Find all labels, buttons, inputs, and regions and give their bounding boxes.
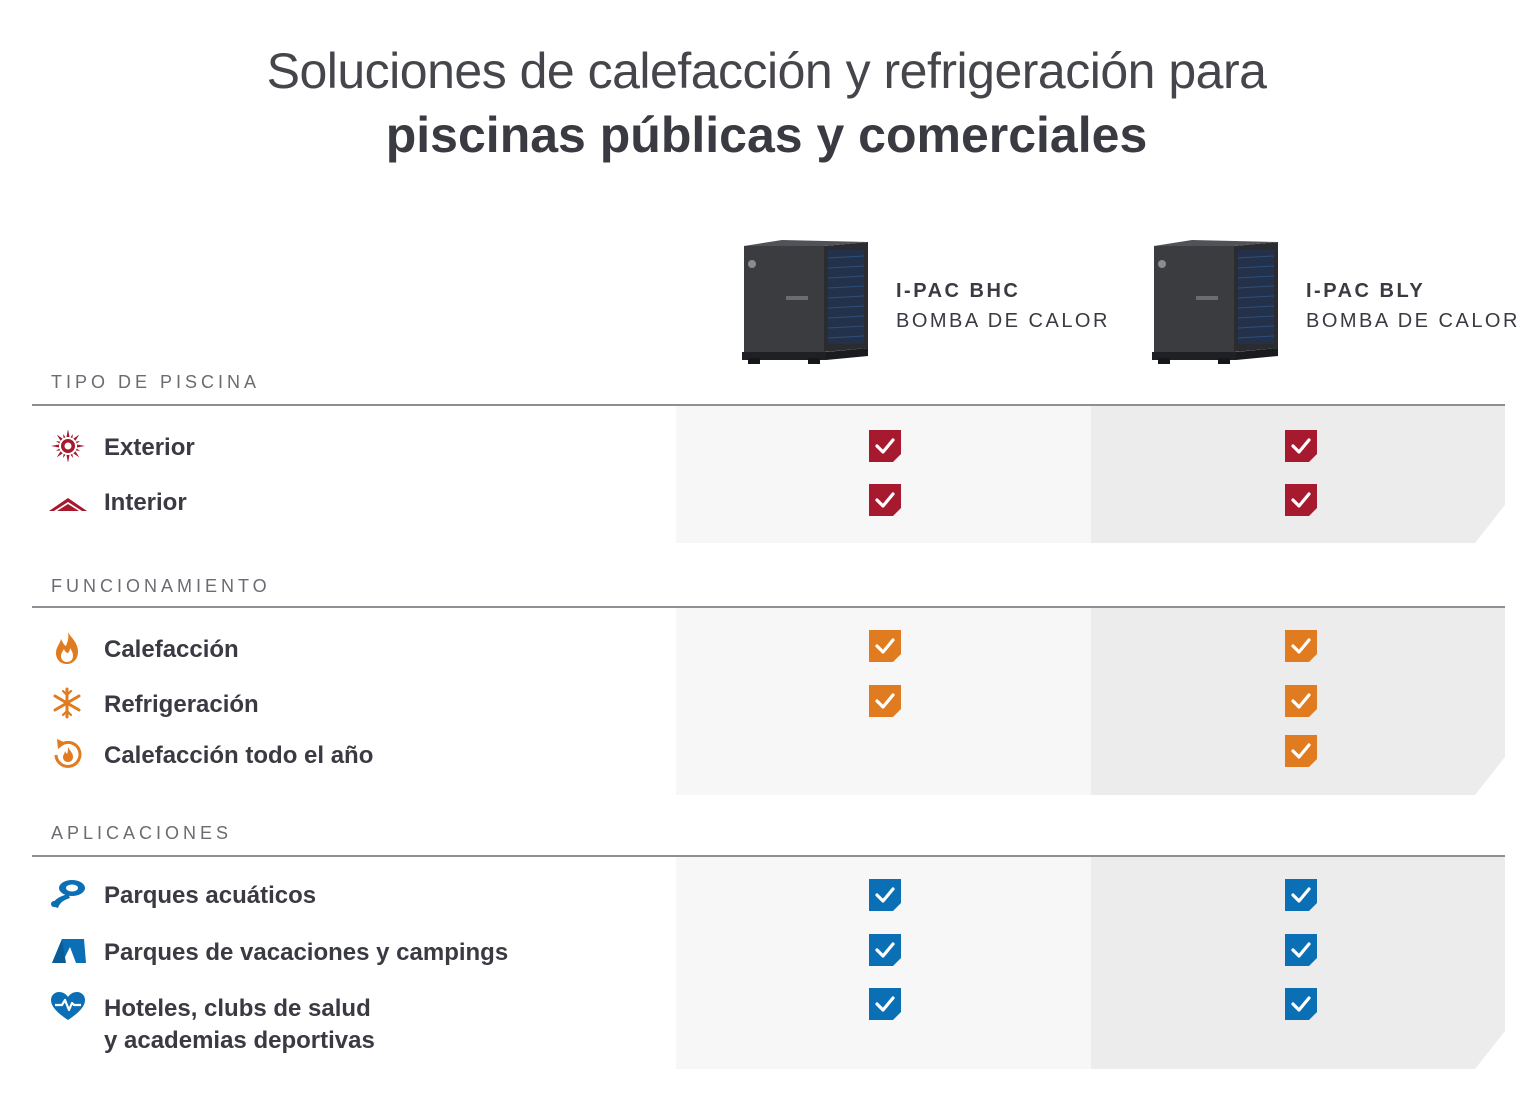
check-mark-icon (869, 484, 901, 516)
check-mark-icon (1285, 685, 1317, 717)
row-label-line-2: y academias deportivas (104, 1027, 375, 1054)
row-label: Exterior (104, 434, 195, 461)
check-mark-icon (869, 430, 901, 462)
check-mark-icon (1285, 934, 1317, 966)
check-mark-icon (1285, 630, 1317, 662)
snowflake-icon (53, 687, 81, 719)
row-label: Hoteles, clubs de salud (104, 995, 371, 1022)
year-round-heating-icon (54, 739, 82, 768)
product-type: BOMBA DE CALOR (896, 310, 1110, 332)
check-mark-icon (1285, 430, 1317, 462)
product-name: I-PAC BHC (896, 280, 1021, 302)
check-mark-icon (869, 630, 901, 662)
row-label: Interior (104, 489, 187, 516)
product-name: I-PAC BLY (1306, 280, 1426, 302)
check-mark-icon (1285, 988, 1317, 1020)
heat-pump-image (1152, 240, 1278, 364)
row-label: Refrigeración (104, 691, 259, 718)
section-divider (32, 404, 1505, 406)
heat-pump-image (742, 240, 868, 364)
row-label: Parques acuáticos (104, 882, 317, 909)
row-label: Calefacción todo el año (104, 742, 374, 769)
check-mark-icon (869, 934, 901, 966)
section-label-aplicaciones: APLICACIONES (51, 823, 233, 843)
tent-icon (52, 939, 86, 963)
check-mark-icon (869, 685, 901, 717)
column-panel-i-pac-bhc (676, 406, 1091, 543)
check-mark-icon (1285, 735, 1317, 767)
heart-pulse-icon (51, 992, 85, 1020)
title-line-2: piscinas públicas y comerciales (385, 107, 1148, 163)
row-label: Calefacción (104, 636, 239, 663)
title-line-1: Soluciones de calefacción y refrigeració… (266, 43, 1267, 99)
row-label: Parques de vacaciones y campings (104, 939, 509, 966)
section-divider (32, 606, 1505, 608)
check-mark-icon (1285, 879, 1317, 911)
check-mark-icon (869, 879, 901, 911)
check-mark-icon (869, 988, 901, 1020)
water-slide-icon (51, 880, 85, 908)
section-label-funcionamiento: FUNCIONAMIENTO (51, 576, 271, 596)
section-label-tipo-de-piscina: TIPO DE PISCINA (51, 372, 261, 392)
roof-icon (49, 498, 87, 511)
section-divider (32, 855, 1505, 857)
flame-icon (56, 632, 78, 664)
sun-icon (51, 430, 85, 462)
check-mark-icon (1285, 484, 1317, 516)
product-type: BOMBA DE CALOR (1306, 310, 1520, 332)
column-panel-i-pac-bly (1091, 406, 1505, 543)
